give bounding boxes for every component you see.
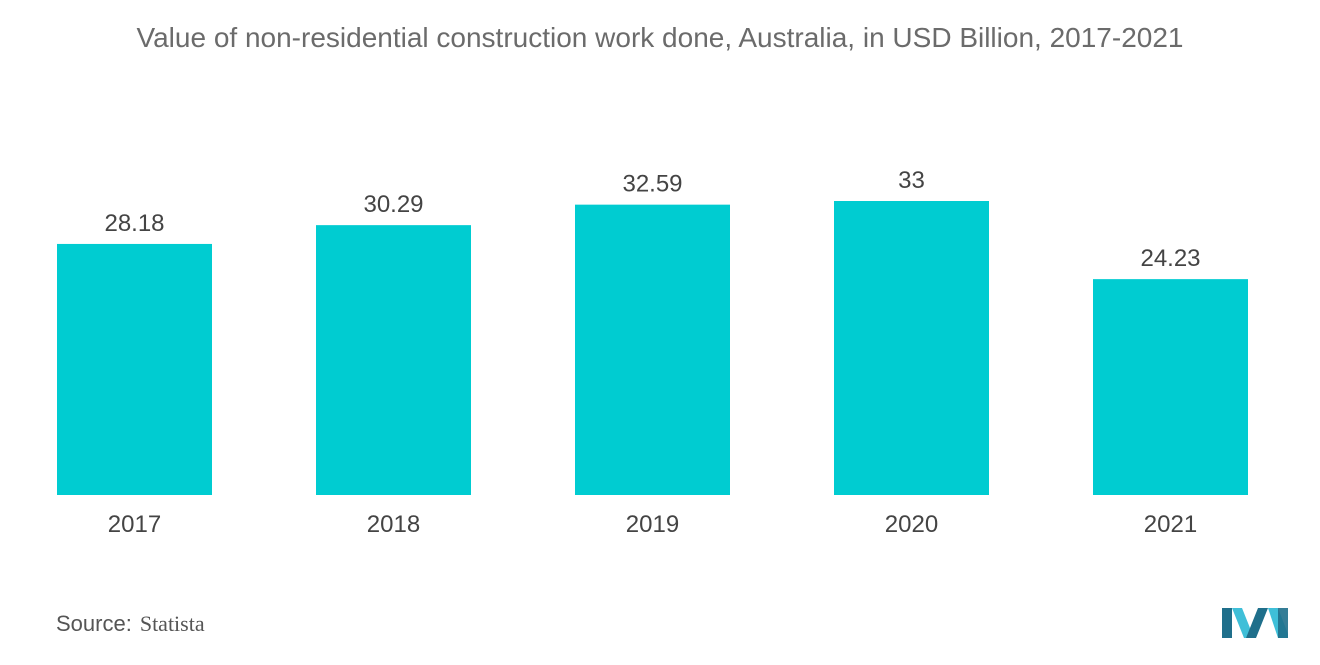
x-tick-label-2020: 2020 (885, 511, 938, 538)
data-label-2018: 30.29 (363, 191, 423, 218)
source-value: Statista (140, 611, 205, 636)
data-label-2017: 28.18 (104, 210, 164, 237)
x-tick-label-2017: 2017 (108, 511, 161, 538)
x-tick-label-2021: 2021 (1144, 511, 1197, 538)
bar-2019 (575, 205, 730, 495)
bar-2017 (57, 244, 212, 495)
bar-2020 (834, 201, 989, 495)
data-label-2020: 33 (898, 167, 925, 194)
data-label-2021: 24.23 (1140, 245, 1200, 272)
source-label: Source: (56, 611, 132, 636)
source-note: Source: Statista (56, 611, 205, 637)
bar-2018 (316, 225, 471, 495)
bar-2021 (1093, 279, 1248, 495)
mordor-intelligence-logo-icon (1222, 604, 1288, 638)
x-tick-label-2019: 2019 (626, 511, 679, 538)
data-label-2019: 32.59 (622, 171, 682, 198)
x-tick-label-2018: 2018 (367, 511, 420, 538)
bar-chart: 28.18 2017 30.29 2018 32.59 2019 33 2020 24.23 20… (0, 0, 1320, 600)
